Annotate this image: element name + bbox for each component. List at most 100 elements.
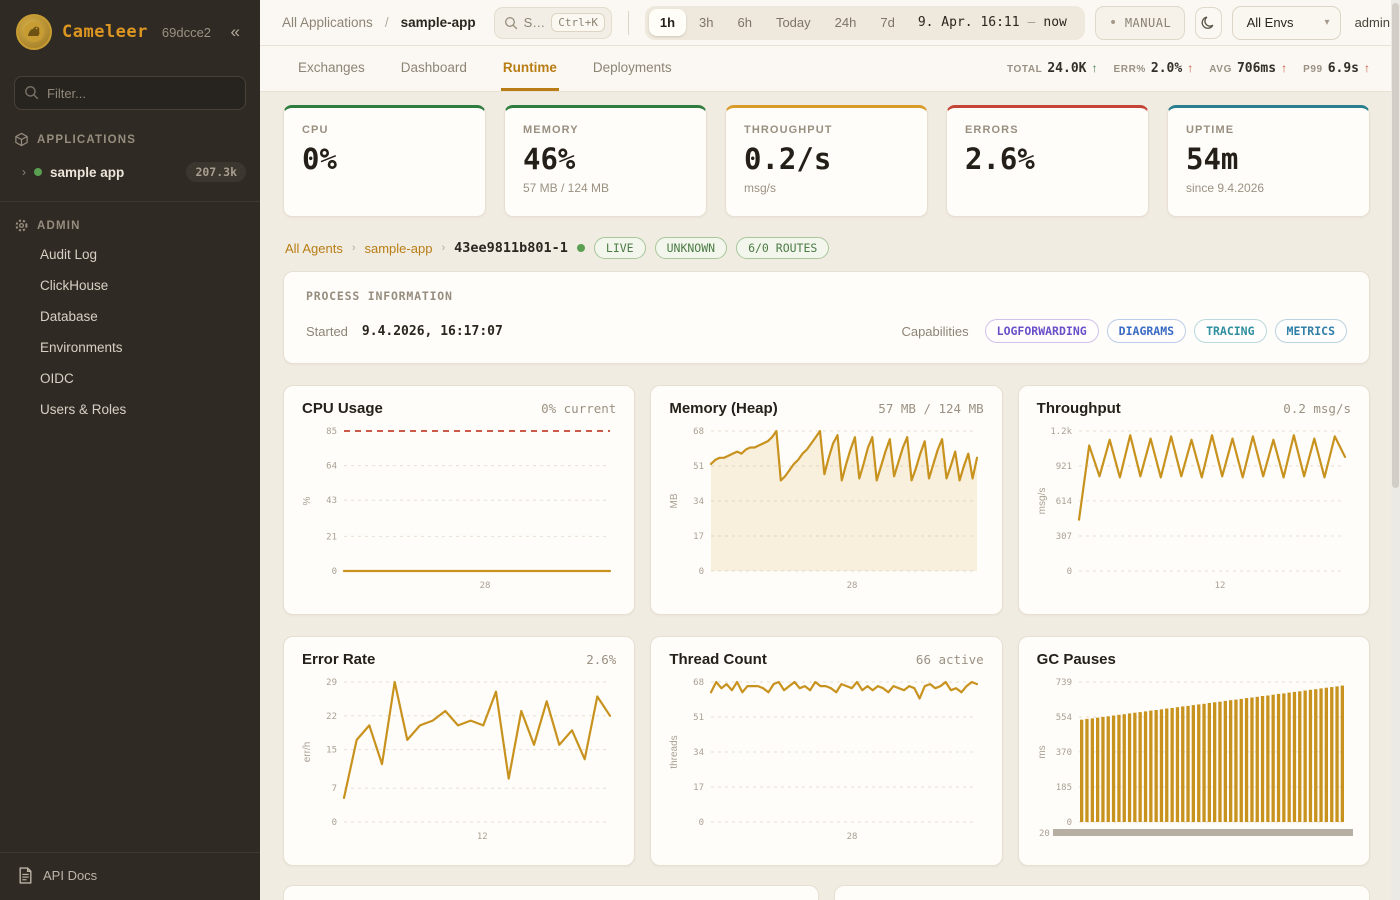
time-range-today[interactable]: Today	[765, 9, 822, 36]
user-name: admin	[1354, 15, 1390, 30]
sidebar-item-clickhouse[interactable]: ClickHouse	[40, 278, 109, 293]
stat-label: AVG	[1209, 64, 1232, 75]
tab-exchanges[interactable]: Exchanges	[298, 59, 365, 75]
stat-value: 706ms	[1236, 61, 1277, 76]
scrollbar-thumb[interactable]	[1392, 3, 1399, 488]
expand-chevron-icon[interactable]: ›	[22, 165, 26, 179]
app-status-dot	[34, 168, 42, 176]
metric-card-cpu: CPU 0%	[283, 105, 486, 217]
metric-card-uptime: UPTIME 54m since 9.4.2026	[1167, 105, 1370, 217]
svg-text:51: 51	[693, 462, 704, 472]
chart-current-value: 0.2 msg/s	[1283, 401, 1351, 416]
svg-text:0: 0	[332, 567, 337, 577]
svg-text:370: 370	[1055, 748, 1071, 758]
process-information-panel: PROCESS INFORMATION Started 9.4.2026, 16…	[283, 271, 1370, 364]
trend-up-icon: ↑	[1091, 61, 1098, 75]
svg-text:15: 15	[326, 746, 337, 756]
chart-card-thread-count: Thread Count 66 active 0 17 34 51 68 28 threads	[650, 636, 1003, 866]
chevron-right-icon: ›	[351, 242, 356, 254]
metric-subtitle: since 9.4.2026	[1186, 181, 1265, 195]
breadcrumb-all-applications[interactable]: All Applications	[282, 15, 373, 30]
capability-badge-logforwarding: LOGFORWARDING	[984, 319, 1099, 343]
capabilities-label: Capabilities	[901, 323, 969, 339]
search-icon	[504, 16, 518, 30]
tab-dashboard[interactable]: Dashboard	[400, 59, 467, 75]
sidebar-item-environments[interactable]: Environments	[40, 340, 123, 355]
capability-badge-tracing: TRACING	[1194, 319, 1267, 343]
metric-value: 0.2/s	[744, 142, 832, 176]
svg-text:17: 17	[693, 532, 704, 542]
badge-live: LIVE	[593, 237, 646, 259]
manual-refresh-button[interactable]: • MANUAL	[1094, 5, 1186, 40]
admin-section-label: ADMIN	[37, 219, 81, 232]
stat-value: 24.0K	[1047, 61, 1087, 76]
svg-text:threads: threads	[669, 735, 680, 768]
sidebar-item-database[interactable]: Database	[40, 309, 98, 324]
memory-heap-chart: 0 17 34 51 68 28 MB	[665, 423, 987, 593]
sidebar-filter	[14, 76, 246, 110]
sidebar: Cameleer 69dcce2 « APPLICATIONS › sample…	[0, 0, 260, 900]
svg-text:554: 554	[1055, 713, 1071, 723]
chart-card-memory-heap: Memory (Heap) 57 MB / 124 MB 0 17 34 51 68 28 M…	[650, 385, 1003, 615]
moon-icon	[1200, 15, 1216, 31]
breadcrumb-current-app: sample-app	[400, 15, 476, 30]
chart-current-value: 0% current	[541, 401, 617, 416]
filter-input[interactable]	[14, 76, 246, 110]
svg-text:68: 68	[693, 427, 704, 437]
tab-deployments[interactable]: Deployments	[592, 59, 672, 75]
date-from: 9. Apr. 16:11	[917, 15, 1020, 30]
svg-text:28: 28	[847, 581, 858, 591]
page-scrollbar[interactable]	[1391, 0, 1400, 900]
metric-label: CPU	[302, 124, 329, 136]
app-title: Cameleer	[62, 22, 148, 42]
time-range-6h[interactable]: 6h	[726, 9, 762, 36]
env-select-dropdown[interactable]: All Envs ▾	[1231, 5, 1341, 40]
header-divider	[628, 10, 629, 35]
svg-text:43: 43	[326, 496, 337, 506]
svg-text:7: 7	[332, 784, 337, 794]
search-icon	[24, 85, 39, 100]
metric-subtitle: 57 MB / 124 MB	[523, 181, 610, 195]
summary-stats: TOTAL 24.0K ↑ ERR% 2.0% ↑ AVG 706ms ↑ P9…	[1007, 46, 1370, 91]
date-separator: –	[1027, 15, 1036, 30]
time-range-1h[interactable]: 1h	[648, 9, 687, 36]
sidebar-item-users-roles[interactable]: Users & Roles	[40, 402, 127, 417]
time-range-24h[interactable]: 24h	[824, 9, 868, 36]
date-range-display[interactable]: 9. Apr. 16:11 – now	[908, 15, 1081, 30]
metric-cards-row: CPU 0% MEMORY 46% 57 MB / 124 MB THROUGH…	[283, 105, 1370, 217]
svg-text:68: 68	[693, 678, 704, 688]
metric-card-memory: MEMORY 46% 57 MB / 124 MB	[504, 105, 707, 217]
admin-section-header: ADMIN	[0, 202, 260, 239]
svg-text:614: 614	[1055, 497, 1071, 507]
date-to: now	[1043, 15, 1067, 30]
sidebar-item-api-docs[interactable]: API Docs	[0, 852, 260, 900]
process-details-row: Started 9.4.2026, 16:17:07 Capabilities …	[306, 319, 1347, 343]
chart-current-value: 57 MB / 124 MB	[878, 401, 984, 416]
svg-text:msg/s: msg/s	[1037, 488, 1048, 515]
svg-text:0: 0	[699, 818, 704, 828]
metric-value: 54m	[1186, 142, 1239, 176]
chart-title: Error Rate	[302, 651, 376, 668]
sidebar-item-oidc[interactable]: OIDC	[40, 371, 74, 386]
trend-up-icon: ↑	[1364, 61, 1370, 75]
metric-label: THROUGHPUT	[744, 124, 833, 136]
manual-label: MANUAL	[1124, 15, 1172, 30]
dark-mode-toggle[interactable]	[1195, 6, 1222, 39]
agent-app-link[interactable]: sample-app	[364, 240, 433, 256]
global-search[interactable]: S… Ctrl+K	[493, 6, 613, 39]
sidebar-item-sample-app[interactable]: › sample app 207.3k	[0, 153, 260, 191]
tab-bar: Exchanges Dashboard Runtime Deployments …	[260, 46, 1400, 92]
stat-value: 6.9s	[1327, 61, 1359, 76]
app-count-badge: 207.3k	[186, 162, 246, 182]
time-range-3h[interactable]: 3h	[688, 9, 724, 36]
stat-label: P99	[1303, 64, 1323, 75]
applications-section-header: APPLICATIONS	[0, 116, 260, 153]
sidebar-collapse-icon[interactable]: «	[230, 22, 240, 41]
chevron-down-icon: ▾	[1324, 17, 1330, 28]
tab-runtime[interactable]: Runtime	[500, 46, 559, 91]
timeline-panel: Timeline 4 events ↓ ⟳	[834, 885, 1370, 900]
sidebar-item-audit-log[interactable]: Audit Log	[40, 247, 98, 262]
time-range-7d[interactable]: 7d	[869, 9, 905, 36]
all-agents-link[interactable]: All Agents	[285, 240, 343, 256]
